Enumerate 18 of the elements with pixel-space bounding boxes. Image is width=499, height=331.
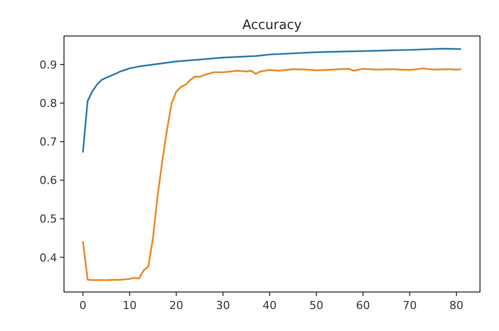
x-tick-label: 60 xyxy=(356,299,370,312)
x-tick-label: 70 xyxy=(402,299,417,312)
x-tick-label: 20 xyxy=(169,299,184,312)
x-tick-label: 10 xyxy=(122,299,137,312)
y-tick-label: 0.4 xyxy=(40,251,57,264)
y-tick-label: 0.5 xyxy=(40,212,57,226)
chart-title: Accuracy xyxy=(242,18,302,33)
line-series xyxy=(82,68,462,281)
x-tick-label: 80 xyxy=(449,299,464,312)
x-tick-label: 50 xyxy=(309,299,324,312)
x-tick-label: 0 xyxy=(79,299,86,312)
y-tick-label: 0.7 xyxy=(40,136,57,149)
y-tick-label: 0.9 xyxy=(40,58,57,72)
x-tick-label: 30 xyxy=(216,299,230,312)
line-series xyxy=(82,48,462,154)
y-tick-label: 0.8 xyxy=(40,97,57,110)
y-tick-label: 0.6 xyxy=(40,174,57,188)
x-tick-label: 40 xyxy=(262,299,277,312)
